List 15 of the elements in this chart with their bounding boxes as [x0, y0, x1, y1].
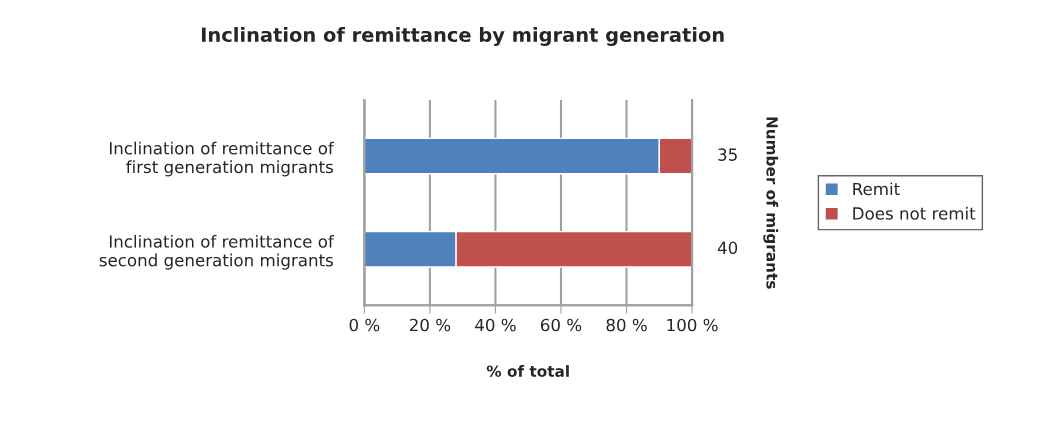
- x-axis-title: % of total: [486, 365, 569, 377]
- annotation: 35: [718, 148, 737, 161]
- legend-label: Does not remit: [853, 206, 976, 220]
- chart-title: Inclination of remittance by migrant generation: [201, 27, 724, 46]
- legend-label: Remit: [853, 182, 900, 196]
- x-tick-label: 80 %: [606, 318, 647, 332]
- x-tick-label: 0 %: [349, 318, 380, 332]
- x-tick-label: 100 %: [667, 318, 718, 332]
- annotation: 40: [717, 241, 738, 255]
- x-tick-label: 60 %: [540, 318, 582, 332]
- y-tick-label: Inclination of remittance of second generation migrants: [99, 234, 335, 270]
- y2-axis-title: Number of migrants: [763, 117, 779, 289]
- y-tick-label: Inclination of remittance of first generation migrants: [109, 141, 335, 177]
- x-tick-label: 20 %: [409, 318, 451, 332]
- x-tick-label: 40 %: [475, 318, 516, 332]
